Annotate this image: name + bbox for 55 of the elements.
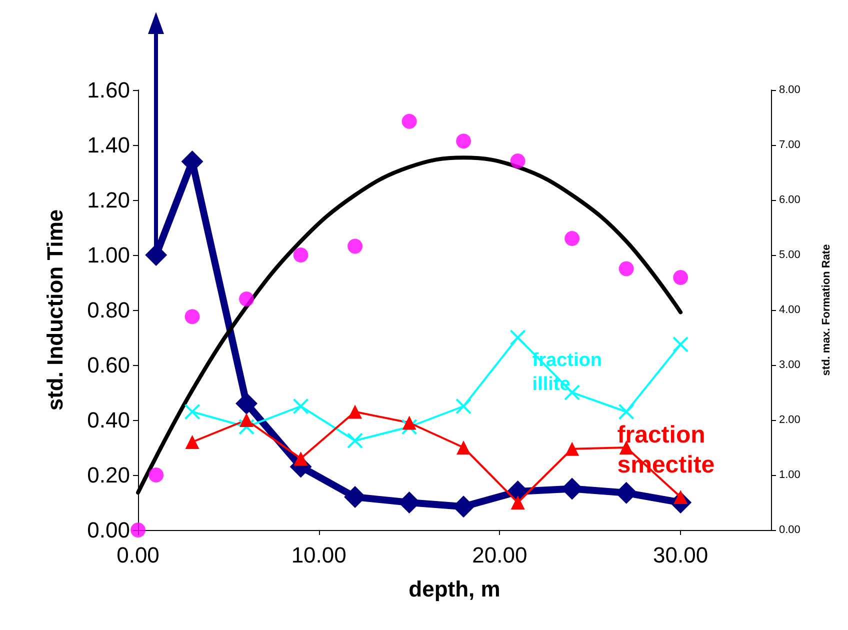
y-tick-label: 0.00 — [87, 518, 130, 542]
y2-tick-label: 4.00 — [779, 304, 800, 316]
point — [510, 153, 526, 168]
y-tick-label: 0.40 — [87, 408, 130, 432]
point — [510, 330, 526, 346]
point — [184, 309, 200, 324]
y2-tick-label: 5.00 — [779, 249, 800, 261]
point — [240, 413, 254, 427]
point — [401, 418, 418, 435]
point — [293, 248, 308, 262]
point — [456, 134, 472, 149]
point — [673, 270, 688, 286]
y2-tick-label: 3.00 — [779, 359, 800, 371]
point — [456, 440, 471, 454]
point — [348, 404, 362, 419]
point — [239, 292, 254, 306]
point — [402, 114, 417, 129]
point — [238, 418, 255, 435]
y-tick-label: 1.20 — [87, 188, 130, 212]
x-tick-label: 20.00 — [472, 542, 528, 568]
y2-tick-label: 8.00 — [779, 84, 800, 96]
point — [185, 435, 200, 449]
point — [294, 452, 308, 466]
y2-tick-label: 1.00 — [779, 469, 800, 481]
point — [184, 404, 200, 420]
point — [402, 416, 416, 430]
point — [347, 432, 364, 449]
point — [456, 398, 472, 414]
y2-tick-label: 7.00 — [779, 139, 800, 151]
y-tick-label: 0.80 — [87, 298, 130, 322]
y-tick-label: 0.60 — [87, 352, 130, 378]
y-axis-title: std. Induction Time — [42, 209, 68, 411]
point — [292, 398, 309, 414]
y2-tick-label: 0.00 — [779, 524, 800, 536]
y-tick-label: 1.00 — [87, 242, 130, 268]
y-tick-label: 1.40 — [87, 132, 130, 158]
point — [510, 496, 525, 510]
point — [672, 336, 689, 352]
x-tick-label: 0.00 — [116, 542, 160, 568]
y-tick-label: 0.20 — [87, 462, 130, 488]
point — [618, 404, 634, 420]
y2-tick-label: 6.00 — [779, 194, 800, 206]
y-tick-label: 1.60 — [87, 78, 130, 102]
y2-tick-label: 2.00 — [779, 414, 800, 426]
point — [148, 468, 164, 482]
x-axis-title: depth, m — [408, 576, 500, 602]
point — [564, 231, 580, 246]
x-tick-label: 30.00 — [653, 542, 708, 568]
x-tick-label: 10.00 — [291, 542, 346, 568]
point — [618, 261, 634, 276]
point — [236, 392, 258, 414]
y2-axis-title: std. max. Formation Rate — [820, 244, 832, 376]
point — [348, 238, 363, 254]
point — [130, 522, 146, 538]
point — [565, 442, 580, 456]
